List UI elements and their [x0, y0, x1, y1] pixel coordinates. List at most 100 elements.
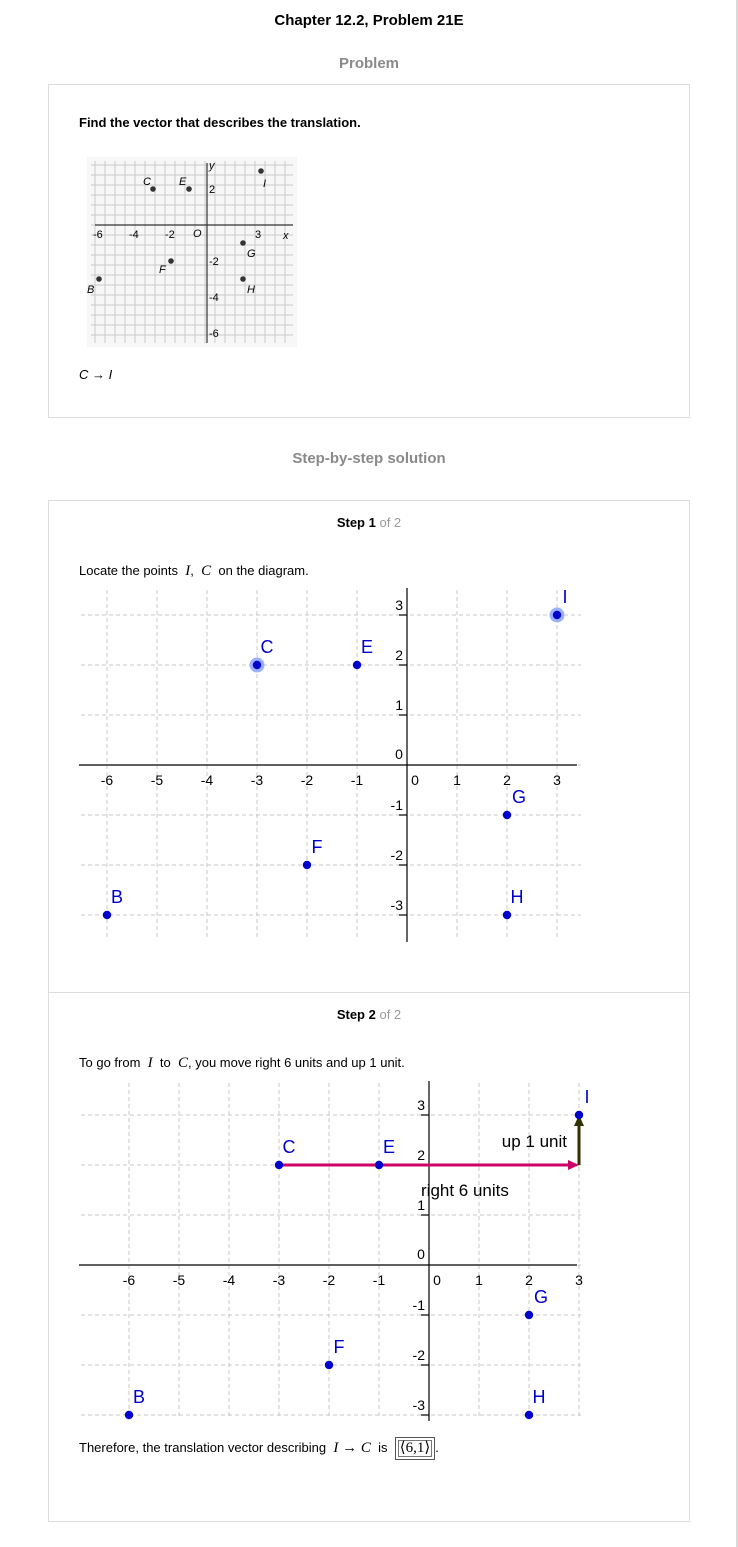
point-label-g: G — [534, 1287, 548, 1307]
arrow-label-up: up 1 unit — [502, 1132, 567, 1151]
step2-of: of 2 — [379, 1007, 402, 1022]
mini-label-i: I — [263, 178, 266, 190]
mini-point-g — [240, 240, 246, 246]
x-tick-label: 0 — [433, 1272, 441, 1288]
point-label-h: H — [511, 887, 524, 907]
arrowhead-up — [574, 1115, 584, 1126]
y-tick-label: 2 — [417, 1147, 425, 1163]
step1-text: Locate the points I, C on the diagram. — [79, 563, 309, 579]
x-tick-label: -3 — [251, 772, 264, 788]
y-tick-label: 0 — [395, 746, 403, 762]
mini-point-e — [186, 186, 192, 192]
x-tick-label: -3 — [273, 1272, 286, 1288]
mini-y-tick: -4 — [209, 292, 219, 304]
y-tick-label: 3 — [417, 1097, 425, 1113]
x-tick-label: 0 — [411, 772, 419, 788]
point-label-g: G — [512, 787, 526, 807]
x-tick-label: -6 — [123, 1272, 136, 1288]
x-tick-label: -1 — [351, 772, 364, 788]
var-c: C — [201, 563, 212, 579]
y-tick-label: -1 — [391, 797, 404, 813]
point-g — [502, 810, 512, 820]
step1-of: of 2 — [379, 515, 402, 530]
point-h — [502, 910, 512, 920]
x-tick-label: 1 — [453, 772, 461, 788]
mini-x-tick: -4 — [129, 229, 139, 241]
y-tick-label: 0 — [417, 1246, 425, 1262]
point-f — [324, 1360, 334, 1370]
mini-label-b: B — [87, 284, 94, 296]
mini-y-tick: -2 — [209, 256, 219, 268]
scrollbar[interactable] — [736, 0, 738, 1547]
step-divider — [49, 992, 689, 993]
point-label-h: H — [533, 1387, 546, 1407]
point-i — [574, 1110, 584, 1120]
mini-x-tick: -2 — [165, 229, 175, 241]
step2-text: To go from I to C, you move right 6 unit… — [79, 1055, 405, 1071]
step2-chart: -6 -5 -4 -3 -2 -1 0 1 2 3 3 2 1 0 -1 -2 -3 right 6 units u… — [79, 1081, 589, 1421]
x-tick-label: -6 — [101, 772, 114, 788]
x-tick-label: -1 — [373, 1272, 386, 1288]
point-label-c: C — [283, 1137, 296, 1157]
point-e — [374, 1160, 384, 1170]
var-i: I — [185, 563, 191, 579]
y-tick-label: 2 — [395, 647, 403, 663]
point-b — [124, 1410, 134, 1420]
step2-conclusion: Therefore, the translation vector descri… — [79, 1437, 439, 1460]
page-title: Chapter 12.2, Problem 21E — [274, 12, 464, 29]
arrow-label-right: right 6 units — [421, 1181, 509, 1200]
mini-label-g: G — [247, 248, 256, 260]
point-label-b: B — [111, 887, 123, 907]
point-label-f: F — [312, 837, 323, 857]
problem-graph-image: y x O -6 -4 -2 3 2 -2 -4 -6 C E I G F H B — [87, 157, 297, 347]
point-label-i: I — [584, 1087, 589, 1107]
x-tick-label: -2 — [323, 1272, 336, 1288]
solution-card: Step 1 of 2 Locate the points I, C on th… — [48, 500, 690, 1522]
point-label-f: F — [334, 1337, 345, 1357]
answer-box: ⟨6,1⟩ — [394, 1437, 436, 1460]
y-tick-label: -2 — [413, 1347, 426, 1363]
mini-label-h: H — [247, 284, 255, 296]
mini-x-tick: -6 — [93, 229, 103, 241]
mini-y-label: y — [208, 160, 216, 172]
x-tick-label: -4 — [223, 1272, 236, 1288]
point-c — [274, 1160, 284, 1170]
point-f — [302, 860, 312, 870]
mini-x-label: x — [282, 230, 289, 242]
x-tick-label: 3 — [575, 1272, 583, 1288]
step2-word: Step 2 — [336, 1007, 376, 1022]
mini-point-f — [168, 258, 174, 264]
y-tick-label: -2 — [391, 847, 404, 863]
point-c — [252, 660, 262, 670]
mini-label-e: E — [179, 176, 187, 188]
conclusion-expression: I → C — [333, 1440, 371, 1456]
x-tick-label: -5 — [151, 772, 164, 788]
x-tick-label: -2 — [301, 772, 314, 788]
problem-question: Find the vector that describes the trans… — [79, 115, 361, 130]
mini-y-tick: 2 — [209, 184, 215, 196]
y-tick-label: 1 — [395, 697, 403, 713]
x-tick-label: -5 — [173, 1272, 186, 1288]
y-tick-label: 3 — [395, 597, 403, 613]
arrowhead-right — [568, 1160, 579, 1170]
mini-x-tick: 3 — [255, 229, 261, 241]
y-tick-label: -3 — [391, 897, 404, 913]
translation-pair: C → I — [79, 367, 113, 382]
point-label-c: C — [261, 637, 274, 657]
mini-origin-label: O — [193, 228, 202, 240]
point-label-b: B — [133, 1387, 145, 1407]
step1-word: Step 1 — [336, 515, 376, 530]
solution-heading: Step-by-step solution — [292, 450, 446, 467]
problem-card: Find the vector that describes the trans… — [48, 84, 690, 418]
x-tick-label: 2 — [503, 772, 511, 788]
point-b — [102, 910, 112, 920]
point-e — [352, 660, 362, 670]
x-tick-label: 2 — [525, 1272, 533, 1288]
x-tick-label: -4 — [201, 772, 214, 788]
point-h — [524, 1410, 534, 1420]
point-label-e: E — [383, 1137, 395, 1157]
y-tick-label: 1 — [417, 1197, 425, 1213]
step2-heading: Step 2 of 2 — [49, 1007, 689, 1022]
x-tick-label: 3 — [553, 772, 561, 788]
mini-point-h — [240, 276, 246, 282]
